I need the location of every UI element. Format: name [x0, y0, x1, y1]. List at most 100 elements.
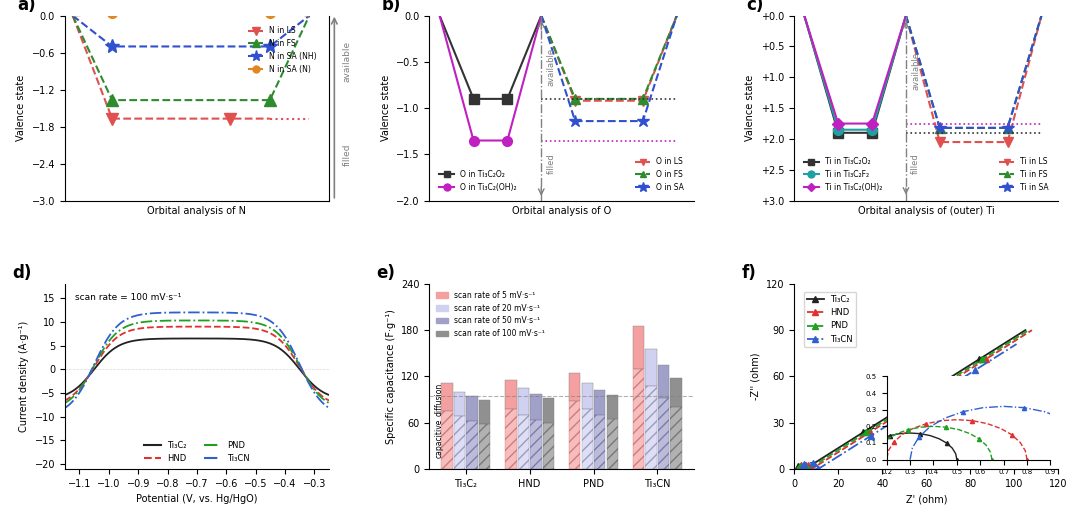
PND — [299, 373, 312, 379]
Text: scan rate = 100 mV·s⁻¹: scan rate = 100 mV·s⁻¹ — [76, 293, 181, 302]
Ti₃C₂ — [216, 336, 229, 342]
HND — [299, 373, 312, 379]
Text: available: available — [342, 41, 351, 82]
Ti₃CN — [812, 466, 825, 472]
Legend: Ti in LS, Ti in FS, Ti in SA: Ti in LS, Ti in FS, Ti in SA — [996, 154, 1052, 195]
Ti₃C₂ — [880, 415, 893, 421]
HND — [990, 349, 1003, 355]
PND — [848, 437, 861, 443]
Ti₃C₂ — [797, 463, 810, 469]
Ti₃C₂ — [868, 422, 881, 428]
Ti₃CN — [1010, 341, 1023, 347]
HND — [956, 371, 969, 377]
HND — [59, 397, 72, 403]
PND — [883, 415, 896, 421]
Bar — [543, 398, 554, 423]
Text: d): d) — [12, 264, 31, 282]
HND — [793, 465, 806, 471]
X-axis label: Orbital analysis of N: Orbital analysis of N — [148, 206, 246, 216]
Ti₃C₂ — [1018, 327, 1031, 333]
Ti₃C₂ — [792, 463, 805, 469]
PND — [216, 317, 229, 324]
HND — [863, 429, 876, 436]
HND — [323, 398, 336, 404]
Ti₃CN — [799, 460, 812, 466]
HND — [852, 437, 865, 443]
Ti₃CN — [282, 339, 295, 345]
Ti₃C₂ — [845, 437, 858, 443]
HND — [980, 356, 993, 363]
Ti₃C₂ — [915, 393, 928, 399]
HND — [805, 465, 818, 471]
PND — [216, 317, 229, 324]
HND — [795, 462, 808, 468]
Ti₃C₂ — [796, 463, 809, 469]
HND — [828, 451, 841, 457]
Ti₃CN — [916, 400, 929, 406]
Ti₃CN — [323, 405, 336, 411]
PND — [795, 462, 808, 468]
Ti₃C₂ — [789, 465, 802, 472]
Ti₃CN — [811, 463, 824, 469]
Ti₃C₂ — [793, 463, 806, 469]
X-axis label: Z' (ohm): Z' (ohm) — [905, 494, 947, 504]
Ti₃CN — [958, 374, 971, 380]
Ti₃CN — [843, 446, 856, 452]
Ti₃CN — [190, 309, 203, 316]
HND — [282, 346, 295, 353]
PND — [987, 349, 1000, 355]
Ti₃CN — [221, 309, 234, 316]
HND — [840, 444, 853, 450]
HND — [792, 466, 805, 472]
HND — [816, 458, 829, 465]
Ti₃CN — [812, 466, 825, 472]
Ti₃C₂ — [891, 407, 904, 414]
Text: available: available — [912, 52, 920, 90]
PND — [800, 463, 813, 469]
Bar — [646, 386, 657, 469]
Ti₃CN — [1000, 348, 1013, 354]
HND — [804, 463, 816, 469]
Ti₃CN — [833, 453, 846, 459]
Bar — [569, 373, 580, 401]
Ti₃CN — [216, 309, 229, 316]
Bar — [633, 369, 645, 469]
Bar — [633, 326, 645, 369]
Bar — [517, 415, 529, 469]
Ti₃C₂ — [791, 464, 804, 470]
Line: HND: HND — [65, 327, 329, 401]
Line: Ti₃CN: Ti₃CN — [65, 313, 329, 408]
PND — [860, 429, 873, 436]
HND — [909, 400, 922, 406]
HND — [897, 407, 910, 414]
Ti₃C₂ — [795, 463, 808, 469]
Ti₃C₂ — [58, 392, 71, 398]
PND — [792, 464, 805, 470]
HND — [190, 324, 203, 330]
PND — [976, 356, 989, 363]
PND — [837, 444, 850, 450]
PND — [799, 462, 812, 468]
Ti₃CN — [853, 440, 866, 446]
Ti₃CN — [812, 464, 825, 470]
PND — [793, 463, 806, 469]
Ti₃CN — [969, 367, 982, 374]
PND — [930, 386, 943, 392]
Ti₃C₂ — [949, 371, 962, 377]
Ti₃CN — [798, 461, 811, 467]
HND — [1026, 327, 1039, 333]
Bar — [442, 411, 453, 469]
HND — [799, 461, 812, 467]
Bar — [530, 419, 541, 469]
Legend: Ti₃C₂, HND, PND, Ti₃CN: Ti₃C₂, HND, PND, Ti₃CN — [804, 292, 856, 347]
Bar — [607, 419, 618, 469]
Ti₃C₂ — [799, 466, 812, 472]
Bar — [582, 382, 593, 409]
Line: Ti₃C₂: Ti₃C₂ — [65, 339, 329, 395]
HND — [58, 398, 71, 404]
Y-axis label: Valence state: Valence state — [745, 75, 755, 141]
Ti₃C₂ — [282, 353, 295, 359]
Ti₃CN — [809, 461, 822, 467]
Ti₃CN — [796, 462, 809, 468]
Text: e): e) — [377, 264, 395, 282]
